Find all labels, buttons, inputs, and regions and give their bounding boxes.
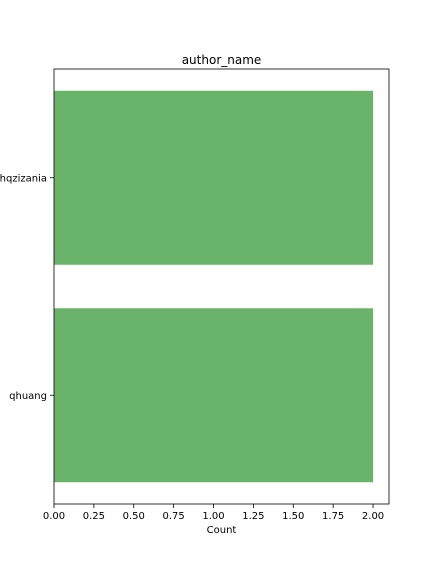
x-tick-label-1.50: 1.50 <box>282 511 304 522</box>
x-tick-label-1.25: 1.25 <box>242 511 264 522</box>
x-tick-label-2.00: 2.00 <box>362 511 384 522</box>
x-tick-label-0.25: 0.25 <box>83 511 105 522</box>
x-tick-label-1.00: 1.00 <box>202 511 224 522</box>
y-tick-label-hqzizania: hqzizania <box>0 173 47 184</box>
bar-qhuang <box>54 308 374 483</box>
x-tick-label-0.50: 0.50 <box>123 511 145 522</box>
bar-hqzizania <box>54 90 374 265</box>
plot-area: hqzizania qhuang 0.00 0.25 0.50 0.75 1.00 1.25 1… <box>0 68 390 522</box>
axes-frame <box>53 68 390 505</box>
chart-title: author_name <box>182 53 262 67</box>
x-tick-label-1.75: 1.75 <box>322 511 344 522</box>
x-tick-label-0.00: 0.00 <box>43 511 65 522</box>
x-axis-label: Count <box>207 525 237 536</box>
y-tick-label-qhuang: qhuang <box>9 391 47 402</box>
x-tick-label-0.75: 0.75 <box>163 511 185 522</box>
